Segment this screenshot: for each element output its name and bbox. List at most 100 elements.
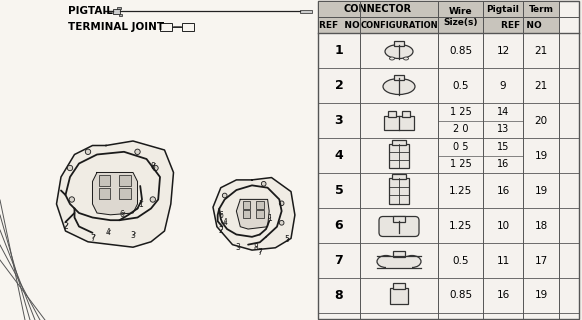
Text: 6: 6 [335,219,343,232]
Text: 6: 6 [218,211,223,220]
Bar [119,175,131,186]
Bar [300,10,312,12]
Text: 19: 19 [534,150,548,161]
Bar [389,143,409,167]
Text: PIGTAIL: PIGTAIL [68,6,113,16]
Bar [256,210,264,218]
Bar [393,215,405,221]
Text: 0.85: 0.85 [449,45,472,55]
Circle shape [153,165,158,171]
Text: 2: 2 [63,222,68,231]
Text: 1 25: 1 25 [450,107,471,117]
Text: 0.5: 0.5 [452,255,469,266]
Bar [523,1,559,17]
Text: 16: 16 [497,159,509,169]
Text: 0.85: 0.85 [449,291,472,300]
Bar [318,1,579,319]
Polygon shape [236,199,269,229]
Bar [182,23,194,31]
Text: 18: 18 [534,220,548,230]
Ellipse shape [385,44,413,59]
Text: 3: 3 [130,231,136,240]
Text: 7: 7 [335,254,343,267]
Bar [402,110,410,116]
Text: 9: 9 [500,81,506,91]
Circle shape [261,181,266,186]
Ellipse shape [403,57,409,60]
Text: 19: 19 [534,291,548,300]
Circle shape [68,165,73,171]
Text: 4: 4 [105,228,110,237]
Bar [256,201,264,209]
Text: 12: 12 [496,45,510,55]
Circle shape [69,197,74,202]
Bar [438,1,483,33]
Text: 8: 8 [150,162,155,171]
Text: 4: 4 [335,149,343,162]
Polygon shape [56,141,173,247]
Bar [318,1,438,17]
Bar [393,283,405,289]
Ellipse shape [383,78,415,94]
Text: 7: 7 [257,248,262,257]
Text: 1: 1 [267,214,272,223]
Text: 5: 5 [335,184,343,197]
Bar [243,210,250,218]
Text: 19: 19 [534,186,548,196]
Bar [390,287,408,303]
Text: 14: 14 [497,107,509,117]
Text: 16: 16 [496,291,510,300]
Bar [160,23,172,31]
Text: 2: 2 [218,226,223,235]
Text: 8: 8 [335,289,343,302]
Text: REF  NO: REF NO [501,20,541,29]
Text: 0 5: 0 5 [453,142,469,152]
Text: 11: 11 [496,255,510,266]
Ellipse shape [403,255,421,268]
Bar [386,255,412,268]
Text: 2 0: 2 0 [453,124,469,134]
Text: Term: Term [528,4,553,13]
Bar [389,178,409,204]
Text: CONNECTOR: CONNECTOR [344,4,412,14]
Bar [99,188,111,199]
Text: 6: 6 [120,210,125,219]
Text: Pigtail: Pigtail [487,4,520,13]
Bar [388,110,396,116]
Bar [243,201,250,209]
Text: 1: 1 [335,44,343,57]
Bar [318,17,438,33]
Bar [119,188,131,199]
Bar [393,251,405,257]
Text: 5: 5 [285,236,289,244]
Ellipse shape [389,57,395,60]
Bar [117,7,121,9]
Text: 3: 3 [335,114,343,127]
Text: 13: 13 [497,124,509,134]
Bar [392,140,406,145]
Bar [483,1,523,17]
Text: 1 25: 1 25 [450,159,471,169]
Bar [113,9,120,13]
Text: 21: 21 [534,81,548,91]
Text: 3: 3 [236,243,240,252]
FancyBboxPatch shape [379,217,419,236]
Text: 8: 8 [254,243,258,252]
Text: 7: 7 [90,234,95,243]
Text: 16: 16 [496,186,510,196]
Bar [99,175,111,186]
Ellipse shape [377,255,395,268]
Text: 4: 4 [222,218,227,227]
Bar [0,0,318,320]
Bar [384,116,414,130]
Text: 17: 17 [534,255,548,266]
Text: CONFIGURATION: CONFIGURATION [360,20,438,29]
Bar [119,13,122,15]
Text: 1: 1 [138,199,143,209]
Text: 1.25: 1.25 [449,186,472,196]
Text: REF  NO: REF NO [318,20,359,29]
Text: 10: 10 [496,220,510,230]
Circle shape [86,149,91,155]
Text: 0.5: 0.5 [452,81,469,91]
Bar [483,17,559,33]
